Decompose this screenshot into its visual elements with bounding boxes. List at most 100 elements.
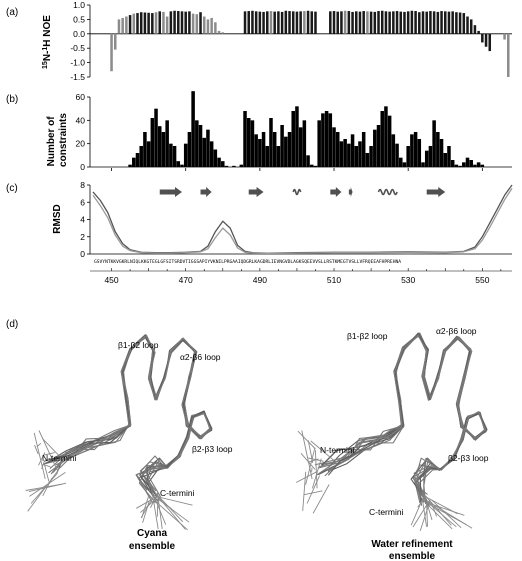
constraints-bar xyxy=(361,132,366,167)
noe-y-tick-label: -1.5 xyxy=(70,72,85,82)
noe-bar xyxy=(332,11,336,34)
rmsd-line xyxy=(92,184,513,254)
rmsd-y-tick-label: 4 xyxy=(80,215,85,225)
secondary-structure-strand-arrow xyxy=(159,187,182,197)
cyana-n-termini-label: N-termini xyxy=(42,453,77,463)
constraints-bar xyxy=(284,136,288,167)
water-caption-line2: ensemble xyxy=(389,551,436,561)
noe-bar xyxy=(503,33,506,40)
rmsd-y-tick-label: 8 xyxy=(80,180,85,190)
n-terminus-trace xyxy=(303,490,323,496)
noe-bar xyxy=(139,12,143,34)
noe-y-tick-label: 0.5 xyxy=(73,14,85,24)
c-terminus-trace xyxy=(157,497,172,510)
noe-bar xyxy=(314,11,317,34)
noe-bar xyxy=(295,11,299,34)
rmsd-y-tick-label: 2 xyxy=(80,232,85,242)
constraints-bar xyxy=(406,146,410,167)
noe-bar xyxy=(184,11,187,34)
noe-bar xyxy=(243,11,247,34)
constraints-bar xyxy=(358,141,362,167)
secondary-structure-helix xyxy=(377,188,398,196)
noe-bar xyxy=(136,13,139,34)
noe-bar xyxy=(128,15,132,34)
backbone-trace xyxy=(44,334,213,491)
noe-bar xyxy=(251,10,254,34)
constraints-y-tick-label: 0 xyxy=(80,162,85,172)
constraints-bar xyxy=(413,132,418,167)
constraints-bar xyxy=(165,120,169,167)
cyana-caption-line2: ensemble xyxy=(129,541,176,552)
constraints-bar xyxy=(276,146,281,167)
constraints-bar xyxy=(432,120,436,167)
water-b2b3-loop-label: β2-β3 loop xyxy=(448,453,489,463)
n-terminus-trace xyxy=(42,463,51,468)
water-n-termini-label: N-termini xyxy=(320,445,355,455)
n-terminus-trace xyxy=(302,471,307,511)
constraints-bar xyxy=(224,165,229,167)
secondary-structure-track xyxy=(159,187,446,197)
noe-bar xyxy=(340,11,343,34)
noe-bar xyxy=(162,11,165,34)
constraints-bar xyxy=(280,125,284,167)
secondary-structure-helix xyxy=(292,188,302,196)
c-terminus-trace xyxy=(141,495,150,519)
noe-y-tick-label: -0.5 xyxy=(70,43,85,53)
constraints-bar xyxy=(157,126,162,167)
constraints-bar xyxy=(313,165,318,167)
constraints-bar xyxy=(373,129,377,167)
constraints-bar xyxy=(454,164,459,167)
noe-bar xyxy=(458,12,462,34)
c-terminus-trace xyxy=(142,501,150,523)
constraints-bar xyxy=(335,132,340,167)
panel-label-c: (c) xyxy=(6,183,18,194)
n-terminus-trace xyxy=(42,438,60,456)
constraints-bar xyxy=(272,132,277,167)
noe-bar xyxy=(169,11,173,34)
constraints-bar xyxy=(343,139,347,167)
c-terminus-trace xyxy=(426,500,457,528)
noe-bar xyxy=(291,11,295,34)
n-terminus-trace xyxy=(34,444,39,455)
noe-bar xyxy=(347,11,351,34)
n-terminus-trace xyxy=(30,472,58,504)
water-refinement-ensemble-structure xyxy=(295,332,488,532)
c-terminus-trace xyxy=(426,502,428,527)
noe-bar xyxy=(469,19,473,34)
noe-bar xyxy=(254,11,258,34)
noe-bar xyxy=(462,13,466,34)
noe-y-tick-label: 0.0 xyxy=(73,29,85,39)
noe-bar xyxy=(388,11,391,34)
noe-bar xyxy=(421,11,425,34)
constraints-bar xyxy=(232,165,236,167)
noe-bar xyxy=(466,16,469,34)
noe-bar xyxy=(277,11,280,34)
c-terminus-trace xyxy=(157,493,163,529)
constraints-bar xyxy=(395,143,399,167)
n-terminus-trace xyxy=(297,430,316,450)
rmsd-y-tick-label: 0 xyxy=(80,249,85,259)
constraints-bar xyxy=(380,111,384,167)
n-terminus-trace xyxy=(42,477,53,497)
noe-bar xyxy=(481,33,484,43)
c-terminus-trace xyxy=(431,499,462,529)
cyana-caption-line1: Cyana xyxy=(137,528,167,539)
noe-bar xyxy=(306,10,310,34)
rmsd-axes: 8 6 4 2 0 450 470 490 510 530 550 xyxy=(80,168,512,285)
rmsd-x-tick-label: 510 xyxy=(327,275,341,285)
rmsd-chart: RMSD 8 6 4 2 0 450 470 490 510 530 550 GSVYNTKKVGK… xyxy=(52,168,513,285)
noe-bar xyxy=(188,11,191,34)
noe-bar xyxy=(336,11,339,34)
constraints-bar xyxy=(206,129,210,167)
c-terminus-trace xyxy=(140,498,157,513)
n-terminus-trace xyxy=(301,430,313,480)
noe-bar xyxy=(369,11,373,34)
constraints-bar xyxy=(384,106,388,167)
cyana-b1b2-loop-label: β1-β2 loop xyxy=(118,340,159,350)
constraints-bar xyxy=(306,155,310,167)
n-terminus-trace xyxy=(29,472,66,497)
noe-bar xyxy=(414,11,417,34)
water-refinement-ensemble: β1-β2 loop α2-β6 loop β2-β3 loop N-termi… xyxy=(295,326,489,561)
constraints-bar xyxy=(287,132,292,167)
